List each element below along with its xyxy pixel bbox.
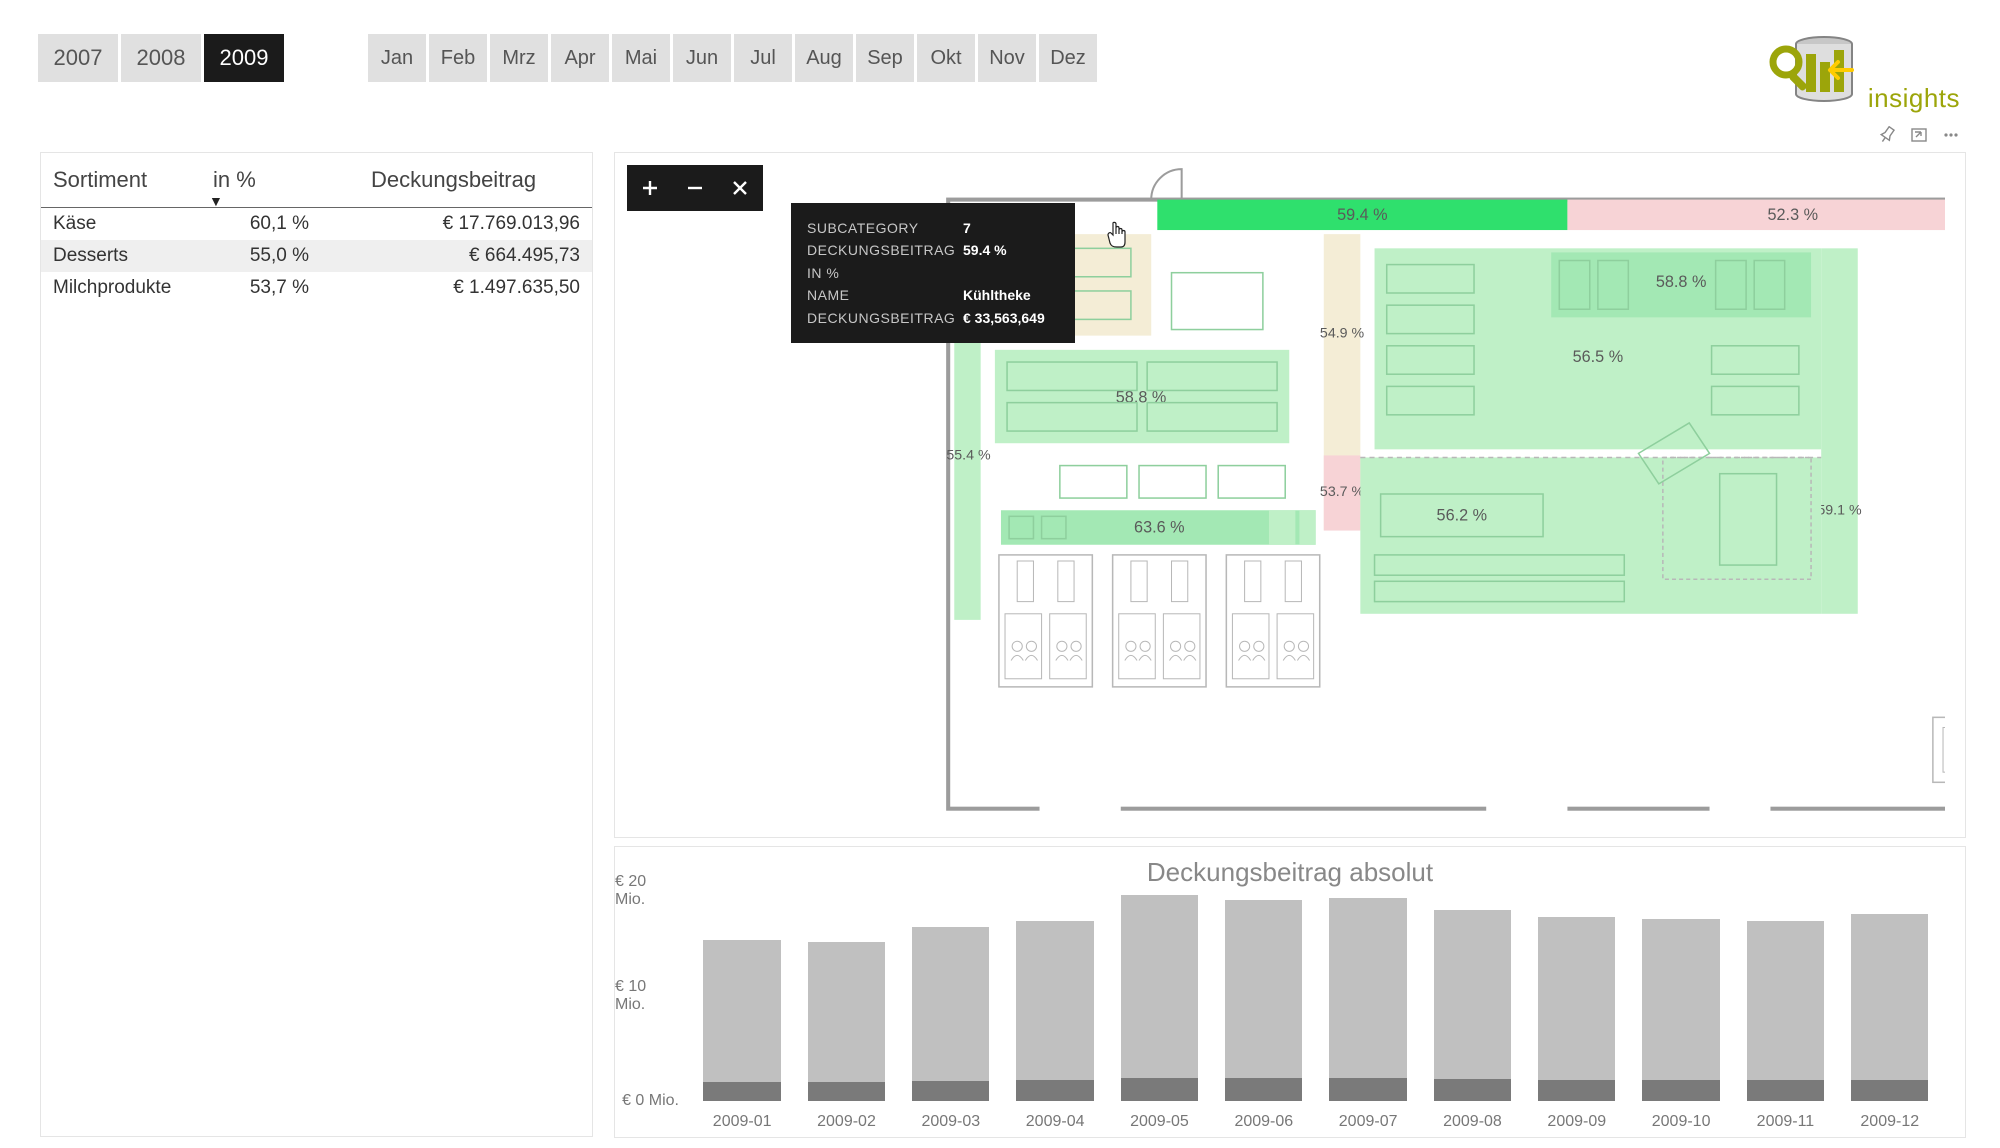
x-axis-label: 2009-12 (1843, 1113, 1937, 1131)
x-axis-label: 2009-09 (1530, 1113, 1624, 1131)
zoom-out-button[interactable] (673, 165, 717, 211)
month-slicer: Jan Feb Mrz Apr Mai Jun Jul Aug Sep Okt … (368, 34, 1100, 82)
month-nov-button[interactable]: Nov (978, 34, 1036, 82)
x-axis-label: 2009-06 (1217, 1113, 1311, 1131)
x-axis-label: 2009-08 (1425, 1113, 1519, 1131)
chart-y-axis: € 20 Mio.€ 10 Mio.€ 0 Mio. (615, 891, 685, 1101)
chart-bar[interactable] (904, 927, 998, 1101)
cursor-pointer-icon (1105, 221, 1129, 255)
month-okt-button[interactable]: Okt (917, 34, 975, 82)
insights-logo-icon (1766, 30, 1866, 114)
zoom-in-button[interactable] (628, 165, 672, 211)
zoom-toolbar (627, 165, 763, 211)
chart-bar[interactable] (799, 942, 893, 1101)
svg-text:63.6 %: 63.6 % (1134, 519, 1185, 537)
more-options-icon[interactable] (1942, 126, 1960, 149)
sortiment-table-panel: Sortiment in % ▼ Deckungsbeitrag Käse 60… (40, 152, 593, 1137)
chart-bar[interactable] (1321, 898, 1415, 1102)
month-apr-button[interactable]: Apr (551, 34, 609, 82)
chart-bar[interactable] (1738, 921, 1832, 1101)
pin-icon[interactable] (1878, 126, 1896, 149)
year-slicer: 2007 2008 2009 (38, 34, 287, 82)
month-jul-button[interactable]: Jul (734, 34, 792, 82)
x-axis-label: 2009-02 (799, 1113, 893, 1131)
row-amount: € 1.497.635,50 (321, 272, 592, 304)
floorplan-visual[interactable]: SUBCATEGORY7 DECKUNGSBEITRAG IN %59.4 % … (614, 152, 1966, 838)
year-2008-button[interactable]: 2008 (121, 34, 201, 82)
zoom-reset-button[interactable] (718, 165, 762, 211)
insights-logo: insights (1766, 30, 1960, 114)
svg-text:58.8 %: 58.8 % (1656, 273, 1707, 291)
month-mai-button[interactable]: Mai (612, 34, 670, 82)
chart-x-axis: 2009-01 2009-02 2009-03 2009-04 2009-05 2009-… (687, 1113, 1945, 1131)
chart-title: Deckungsbeitrag absolut (615, 847, 1965, 888)
x-axis-label: 2009-04 (1008, 1113, 1102, 1131)
month-jan-button[interactable]: Jan (368, 34, 426, 82)
svg-text:56.2 %: 56.2 % (1437, 506, 1488, 524)
svg-text:58.8 %: 58.8 % (1116, 389, 1167, 407)
sortiment-table[interactable]: Sortiment in % ▼ Deckungsbeitrag Käse 60… (41, 153, 592, 304)
x-axis-label: 2009-11 (1738, 1113, 1832, 1131)
month-feb-button[interactable]: Feb (429, 34, 487, 82)
column-in-percent[interactable]: in % ▼ (201, 153, 321, 208)
chart-plot-area (687, 891, 1945, 1101)
row-amount: € 664.495,73 (321, 240, 592, 272)
y-axis-label: € 0 Mio. (622, 1092, 679, 1110)
row-name: Milchprodukte (41, 272, 201, 304)
year-2009-button[interactable]: 2009 (204, 34, 284, 82)
y-axis-label: € 10 Mio. (615, 978, 679, 1014)
chart-bar[interactable] (1425, 910, 1519, 1101)
row-pct: 60,1 % (201, 208, 321, 241)
month-sep-button[interactable]: Sep (856, 34, 914, 82)
svg-text:53.7 %: 53.7 % (1320, 484, 1365, 500)
svg-text:52.3 %: 52.3 % (1768, 206, 1819, 224)
row-pct: 55,0 % (201, 240, 321, 272)
x-axis-label: 2009-10 (1634, 1113, 1728, 1131)
chart-bar[interactable] (1112, 895, 1206, 1101)
svg-text:56.5 %: 56.5 % (1573, 348, 1624, 366)
chart-bar[interactable] (1217, 900, 1311, 1101)
x-axis-label: 2009-01 (695, 1113, 789, 1131)
floorplan-tooltip: SUBCATEGORY7 DECKUNGSBEITRAG IN %59.4 % … (791, 203, 1075, 343)
x-axis-label: 2009-05 (1112, 1113, 1206, 1131)
visual-header-toolbar (1878, 126, 1960, 149)
column-deckungsbeitrag[interactable]: Deckungsbeitrag (321, 153, 592, 208)
month-mrz-button[interactable]: Mrz (490, 34, 548, 82)
row-name: Käse (41, 208, 201, 241)
table-row[interactable]: Milchprodukte 53,7 % € 1.497.635,50 (41, 272, 592, 304)
chart-bar[interactable] (1843, 914, 1937, 1101)
table-row[interactable]: Desserts 55,0 % € 664.495,73 (41, 240, 592, 272)
x-axis-label: 2009-07 (1321, 1113, 1415, 1131)
table-row[interactable]: Käse 60,1 % € 17.769.013,96 (41, 208, 592, 241)
column-sortiment[interactable]: Sortiment (41, 153, 201, 208)
month-aug-button[interactable]: Aug (795, 34, 853, 82)
svg-text:55.4 %: 55.4 % (946, 447, 991, 463)
chart-bar[interactable] (695, 940, 789, 1101)
row-amount: € 17.769.013,96 (321, 208, 592, 241)
focus-mode-icon[interactable] (1910, 126, 1928, 149)
sort-descending-icon: ▼ (209, 193, 223, 209)
x-axis-label: 2009-03 (904, 1113, 998, 1131)
month-dez-button[interactable]: Dez (1039, 34, 1097, 82)
row-pct: 53,7 % (201, 272, 321, 304)
svg-text:54.9 %: 54.9 % (1320, 326, 1365, 342)
row-name: Desserts (41, 240, 201, 272)
insights-logo-text: insights (1868, 83, 1960, 114)
svg-text:59.1 %: 59.1 % (1817, 502, 1862, 518)
chart-bar[interactable] (1530, 917, 1624, 1101)
deckungsbeitrag-chart[interactable]: Deckungsbeitrag absolut € 20 Mio.€ 10 Mi… (614, 846, 1966, 1138)
chart-bar[interactable] (1634, 919, 1728, 1101)
chart-bar[interactable] (1008, 921, 1102, 1101)
month-jun-button[interactable]: Jun (673, 34, 731, 82)
year-2007-button[interactable]: 2007 (38, 34, 118, 82)
y-axis-label: € 20 Mio. (615, 873, 679, 909)
svg-text:59.4 %: 59.4 % (1337, 206, 1388, 224)
